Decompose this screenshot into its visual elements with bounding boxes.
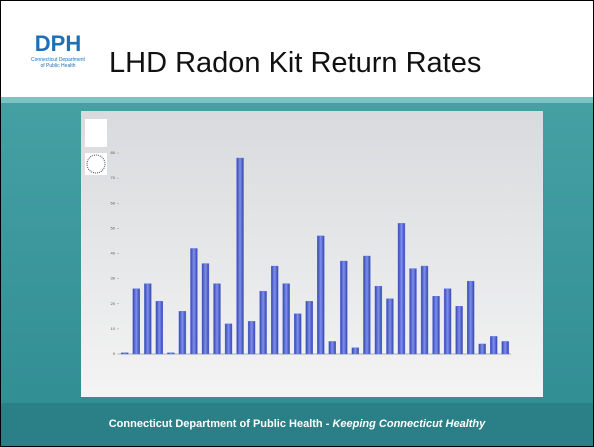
bar [121,352,129,355]
bar [224,323,233,355]
slide-title: LHD Radon Kit Return Rates [109,47,482,79]
y-tick-label: 30 [111,276,116,281]
bar [213,283,221,355]
logo-text: DPH [34,31,82,56]
bar [443,288,452,355]
bar [340,260,348,355]
bar [490,336,498,355]
header [1,1,593,97]
seal-logo [85,153,107,175]
bar [247,321,256,355]
footer-tagline: Keeping Connecticut Healthy [332,418,486,430]
logo-caption: Connecticut Department of Public Health [31,57,85,69]
bar [386,298,394,355]
y-tick-label: 60 [111,200,116,205]
bar [478,343,486,355]
bar [259,290,267,355]
bar [132,288,140,355]
bar [294,313,302,355]
bar [155,301,164,355]
bar [351,347,360,355]
seal [86,154,106,174]
bar [328,341,336,355]
y-tick-label: 70 [111,175,116,180]
bar [374,285,383,355]
bar [178,311,187,355]
bar [466,280,475,355]
bar [409,268,417,355]
bar [305,301,313,355]
bar [282,283,290,355]
bar [455,306,463,355]
y-tick-label: 50 [111,225,116,230]
logo: DPH Connecticut Department of Public Heal… [29,31,87,69]
footer-org: Connecticut Department of Public Health [108,418,323,430]
bar [317,235,325,355]
y-tick-label: 10 [111,326,116,331]
y-tick-label: 80 [111,150,116,155]
divider [1,97,593,103]
bar [144,283,152,355]
y-tick-label: 40 [111,251,116,256]
bar [167,352,175,355]
small-logo [85,119,107,147]
bar [190,248,198,355]
bar [420,265,429,355]
bar [270,265,279,355]
y-tick-label: 20 [111,301,116,306]
bar [363,255,371,355]
footer: Connecticut Department of Public Health … [1,403,593,446]
bar [432,296,440,355]
bar [201,263,210,355]
bar [397,223,406,355]
bar [501,341,509,355]
bar [236,157,244,355]
y-tick-label: 0 [113,351,116,356]
footer-separator: - [325,418,330,430]
